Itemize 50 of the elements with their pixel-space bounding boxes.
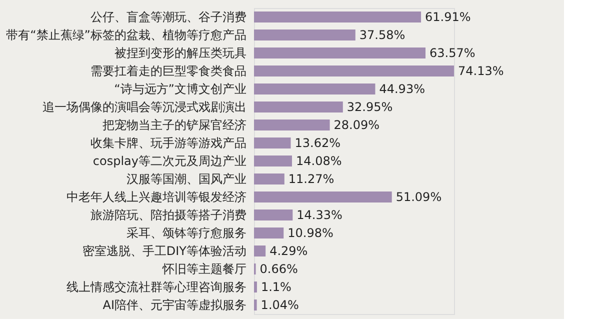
y-tick-label: 把宠物当主子的铲屎官经济 <box>102 118 246 132</box>
bar <box>254 48 426 58</box>
bar <box>254 246 266 256</box>
bar <box>254 228 284 238</box>
bar <box>254 210 293 220</box>
data-label: 13.62% <box>294 136 341 150</box>
y-tick-label: 采耳、颂钵等疗愈服务 <box>126 226 246 240</box>
data-label: 4.29% <box>270 244 308 258</box>
y-tick-label: 密室逃脱、手工DIY等体验活动 <box>82 244 246 258</box>
data-label: 63.57% <box>430 46 476 60</box>
y-tick-label: 需要扛着走的巨型零食类食品 <box>90 64 246 78</box>
data-label: 74.13% <box>458 64 504 78</box>
data-label: 37.58% <box>359 28 406 42</box>
bar <box>254 138 291 148</box>
bar <box>254 84 376 94</box>
y-tick-label: 怀旧等主题餐厅 <box>162 262 246 276</box>
y-tick-label: 汉服等国潮、国风产业 <box>126 172 246 186</box>
bar <box>254 282 257 292</box>
data-label: 14.33% <box>296 208 342 222</box>
y-tick-label: 线上情感交流社群等心理咨询服务 <box>66 280 246 294</box>
data-label: 0.66% <box>260 262 298 276</box>
y-tick-label: 中老年人线上兴趣培训等银发经济 <box>66 190 246 204</box>
data-label: 14.08% <box>296 154 342 168</box>
y-tick-label: “诗与远方”文博文创产业 <box>114 82 246 96</box>
bar <box>254 300 257 310</box>
y-tick-label: cosplay等二次元及周边产业 <box>92 154 246 168</box>
data-label: 44.93% <box>379 82 425 96</box>
bar <box>254 102 343 112</box>
y-tick-label: 追一场偶像的演唱会等沉浸式戏剧演出 <box>42 100 246 114</box>
data-label: 10.98% <box>288 226 334 240</box>
bar <box>254 156 292 166</box>
bar <box>254 174 284 184</box>
bar <box>254 120 330 130</box>
bar <box>254 12 422 22</box>
y-tick-label: 公仔、盲盒等潮玩、谷子消费 <box>90 10 246 24</box>
data-label: 61.91% <box>425 10 471 24</box>
y-tick-label: 被捏到变形的解压类玩具 <box>114 46 246 60</box>
data-label: 11.27% <box>288 172 334 186</box>
bar <box>254 192 392 202</box>
data-label: 1.04% <box>260 298 299 312</box>
data-label: 28.09% <box>334 118 380 132</box>
y-tick-label: 收集卡牌、玩手游等游戏产品 <box>90 136 246 150</box>
data-label: 51.09% <box>396 190 442 204</box>
y-tick-label: 旅游陪玩、陪拍摄等搭子消费 <box>90 208 246 222</box>
data-label: 1.1% <box>260 280 292 294</box>
bar <box>254 30 356 40</box>
bar <box>254 66 454 76</box>
y-tick-label: AI陪伴、元宇宙等虚拟服务 <box>102 298 246 312</box>
data-label: 32.95% <box>346 100 393 114</box>
y-tick-label: 带有“禁止蕉绿”标签的盆栽、植物等疗愈产品 <box>6 28 246 42</box>
